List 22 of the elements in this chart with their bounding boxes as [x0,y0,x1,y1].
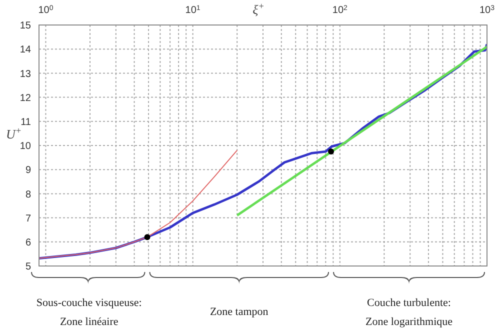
y-tick-label: 12 [20,92,32,104]
y-tick-label: 6 [25,237,32,248]
y-tick-label: 10 [20,141,32,152]
x-axis-title: ξ$^{+}$ [252,1,264,17]
y-axis-title: U$^{+}$ [6,125,22,142]
x-tick-label: 10$^{3}$ [479,4,495,16]
x-tick-label: 10$^{2}$ [332,4,348,16]
y-tick-label: 8 [25,189,32,200]
x-tick-label: 10$^{0}$ [38,4,54,16]
text: Zone tampon [210,306,269,318]
y-tick-label: 14 [20,44,32,56]
y-tick-label: 11 [20,116,32,128]
y-tick-label: 7 [25,213,32,224]
y-tick-label: 9 [25,165,32,176]
y-tick-label: 13 [20,68,32,80]
text: Zone logarithmique [365,316,453,328]
text: Couche turbulente: [367,297,452,309]
y-tick-label: 5 [25,262,32,273]
y-tick-label: 15 [20,20,32,32]
text: Sous-couche visqueuse: [36,297,142,309]
text: Zone linéaire [60,316,118,328]
x-tick-label: 10$^{1}$ [185,4,200,16]
